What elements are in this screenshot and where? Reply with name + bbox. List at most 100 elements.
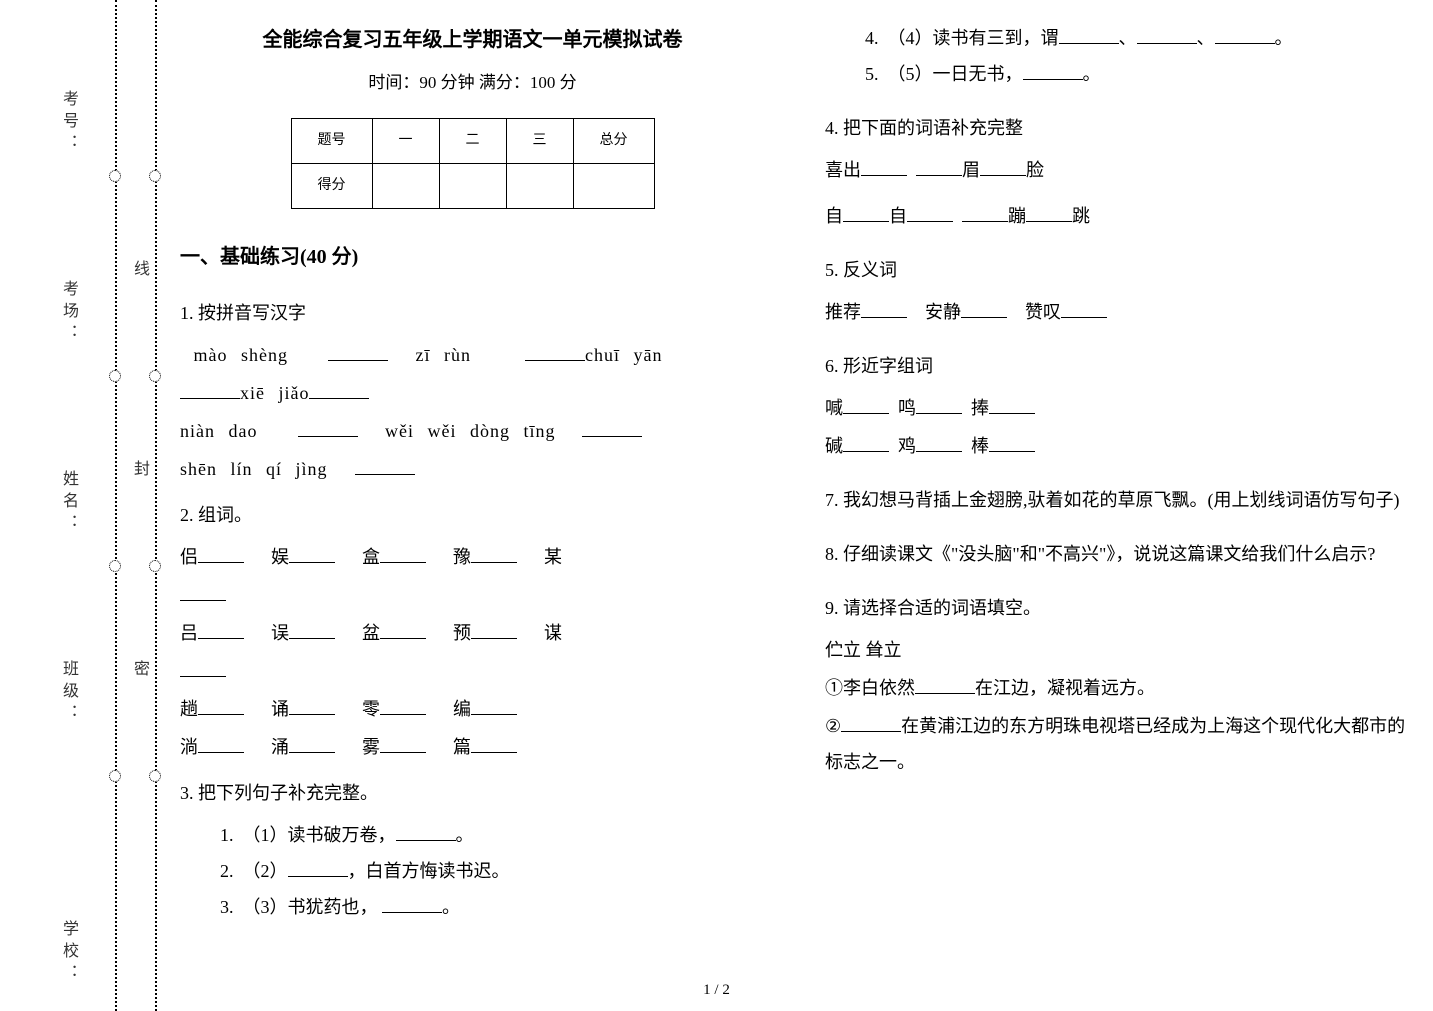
answer-blank[interactable] (916, 156, 962, 176)
answer-blank[interactable] (915, 674, 975, 694)
answer-blank[interactable] (861, 156, 907, 176)
answer-blank[interactable] (989, 394, 1035, 414)
q9-wordpair: 伫立 耸立 (825, 632, 1410, 668)
answer-blank[interactable] (843, 394, 889, 414)
char: 鸡 (898, 436, 916, 456)
answer-blank[interactable] (861, 298, 907, 318)
word: 赞叹 (1025, 302, 1061, 322)
answer-blank[interactable] (841, 712, 901, 732)
answer-blank[interactable] (198, 543, 244, 563)
answer-blank[interactable] (380, 695, 426, 715)
answer-blank[interactable] (1215, 24, 1275, 44)
answer-blank[interactable] (380, 543, 426, 563)
answer-blank[interactable] (382, 893, 442, 913)
question-9-title: 9. 请选择合适的词语填空。 (825, 590, 1410, 626)
answer-blank[interactable] (180, 657, 226, 677)
q3-item: 2. （2），白首方悔读书迟。 (220, 853, 765, 889)
char: 豫 (453, 547, 471, 567)
char: 雾 (362, 737, 380, 757)
answer-blank[interactable] (288, 857, 348, 877)
text: 自 (889, 206, 907, 226)
pinyin-line: niàn dao wěi wěi dòng tīng (180, 413, 765, 449)
binding-label: 学校： (56, 920, 80, 986)
binding-circle (109, 770, 121, 782)
answer-blank[interactable] (289, 619, 335, 639)
pinyin: mào shèng (194, 345, 288, 365)
char: 喊 (825, 398, 843, 418)
char: 误 (271, 623, 289, 643)
page-number: 1 / 2 (0, 982, 1433, 999)
answer-blank[interactable] (396, 821, 456, 841)
binding-circle (149, 370, 161, 382)
char: 淌 (180, 737, 198, 757)
pinyin: shēn lín qí jìng (180, 459, 328, 479)
pinyin-line: shēn lín qí jìng (180, 451, 765, 487)
score-cell[interactable] (372, 164, 439, 209)
answer-blank[interactable] (198, 695, 244, 715)
score-cell[interactable] (506, 164, 573, 209)
text: （3）书犹药也， (243, 897, 378, 917)
char: 捧 (971, 398, 989, 418)
answer-blank[interactable] (471, 543, 517, 563)
answer-blank[interactable] (989, 432, 1035, 452)
answer-blank[interactable] (1026, 202, 1072, 222)
word: 安静 (925, 302, 961, 322)
q4-line: 喜出 眉脸 (825, 152, 1410, 188)
answer-blank[interactable] (843, 202, 889, 222)
char: 编 (453, 699, 471, 719)
score-header: 一 (372, 119, 439, 164)
answer-blank[interactable] (980, 156, 1026, 176)
answer-blank[interactable] (916, 394, 962, 414)
answer-blank[interactable] (180, 379, 240, 399)
char: 零 (362, 699, 380, 719)
q3-item: 3. （3）书犹药也， 。 (220, 889, 765, 925)
answer-blank[interactable] (525, 341, 585, 361)
score-cell[interactable] (573, 164, 654, 209)
answer-blank[interactable] (328, 341, 388, 361)
question-3-title: 3. 把下列句子补充完整。 (180, 775, 765, 811)
question-6-title: 6. 形近字组词 (825, 348, 1410, 384)
q3-item: 5. （5）一日无书，。 (865, 56, 1410, 92)
answer-blank[interactable] (1137, 24, 1197, 44)
score-header: 三 (506, 119, 573, 164)
answer-blank[interactable] (289, 543, 335, 563)
answer-blank[interactable] (309, 379, 369, 399)
answer-blank[interactable] (582, 417, 642, 437)
answer-blank[interactable] (916, 432, 962, 452)
answer-blank[interactable] (355, 455, 415, 475)
answer-blank[interactable] (289, 695, 335, 715)
q2-row: 吕 误 盆 预 谋 (180, 615, 765, 651)
answer-blank[interactable] (961, 298, 1007, 318)
section-heading: 一、基础练习(40 分) (180, 237, 765, 277)
answer-blank[interactable] (1061, 298, 1107, 318)
answer-blank[interactable] (380, 733, 426, 753)
binding-circle (109, 560, 121, 572)
page-body: 全能综合复习五年级上学期语文一单元模拟试卷 时间：90 分钟 满分：100 分 … (180, 20, 1410, 960)
char: 预 (453, 623, 471, 643)
answer-blank[interactable] (198, 733, 244, 753)
score-cell[interactable] (439, 164, 506, 209)
answer-blank[interactable] (471, 619, 517, 639)
answer-blank[interactable] (1059, 24, 1119, 44)
answer-blank[interactable] (380, 619, 426, 639)
question-5-title: 5. 反义词 (825, 252, 1410, 288)
answer-blank[interactable] (471, 695, 517, 715)
text: 蹦 (1008, 206, 1026, 226)
pinyin: xiē jiǎo (240, 383, 309, 403)
answer-blank[interactable] (843, 432, 889, 452)
answer-blank[interactable] (198, 619, 244, 639)
answer-blank[interactable] (289, 733, 335, 753)
answer-blank[interactable] (962, 202, 1008, 222)
answer-blank[interactable] (180, 581, 226, 601)
q6-line: 碱 鸡 棒 (825, 428, 1410, 464)
pinyin: zī rùn (415, 345, 470, 365)
score-table: 题号 一 二 三 总分 得分 (291, 118, 655, 209)
answer-blank[interactable] (1023, 60, 1083, 80)
char: 盆 (362, 623, 380, 643)
pinyin: chuī yān (585, 345, 662, 365)
question-7: 7. 我幻想马背插上金翅膀,驮着如花的草原飞飘。(用上划线词语仿写句子) (825, 482, 1410, 518)
answer-blank[interactable] (298, 417, 358, 437)
answer-blank[interactable] (907, 202, 953, 222)
answer-blank[interactable] (471, 733, 517, 753)
text: 喜出 (825, 160, 861, 180)
